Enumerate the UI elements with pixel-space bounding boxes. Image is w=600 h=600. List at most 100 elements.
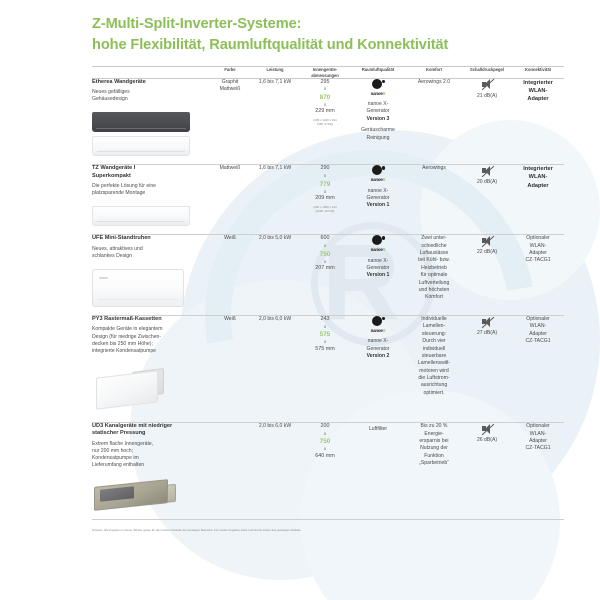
cell-leistung: 2,0 bis 5,0 kW — [250, 234, 300, 317]
column-header-schalldruckpegel: Schalldruckpegel — [462, 66, 512, 79]
column-header-abmessungen: Innengeräte- abmessungen — [300, 66, 350, 79]
page-title-line-1: Z-Multi-Split-Inverter-Systeme: — [92, 16, 302, 32]
column-header-leistung: Leistung — [250, 66, 300, 79]
dimensions: 200 x 750 x 640 mm — [300, 423, 350, 460]
connectivity-bold: Integrierter WLAN- Adapter — [523, 79, 553, 102]
dimension-width: 870 — [319, 93, 331, 101]
raumluftqualitaet-text: nanoe X- Generator Version 3 — [366, 101, 390, 122]
cell-komfort: Bis zu 20 % Energie-ersparnis bei Nutzung … — [406, 422, 462, 520]
table-row: UFE Mini-Standtruhen Neues, attraktives u… — [92, 234, 564, 317]
cell-raumluftqualitaet: nanoeX nanoe X- Generator Version 2 — [350, 315, 406, 424]
product-image-floor-standing-unit — [92, 269, 184, 308]
mute-speaker-icon — [481, 165, 494, 178]
dimension-separator: x — [323, 86, 327, 92]
cell-komfort: Aerowings 2.0 — [406, 78, 462, 166]
sound-pressure-value: 22 dB(A) — [476, 249, 498, 256]
cell-abmessungen: 295 x 870 x 229 mm (295 x 1040 x 344 [358, 271… — [300, 78, 350, 166]
product-description-cell: UD3 Kanalgeräte mit niedriger statischer … — [92, 422, 210, 520]
cell-schalldruckpegel: 20 dB(A) — [462, 164, 512, 236]
raumluftqualitaet-text: nanoe X- Generator Version 1 — [366, 187, 390, 209]
dimensions: 243 x 575 x 575 mm — [300, 316, 350, 353]
column-header-raumluftqualitaet: Raumluftqualität — [350, 66, 406, 79]
product-image-wall-unit-white — [92, 136, 190, 157]
product-name: UD3 Kanalgeräte mit niedriger statischer … — [92, 423, 173, 437]
nanoe-x-logo: nanoeX — [370, 316, 387, 334]
cell-komfort: Aerowings — [406, 164, 462, 236]
content: Z-Multi-Split-Inverter-Systeme: hohe Fle… — [0, 14, 600, 532]
connectivity-text: Optionaler WLAN- Adapter CZ-TACG1 — [525, 316, 551, 345]
dimension-depth: 295 — [320, 78, 330, 85]
table-row: PY3 Rastermaß-Kassetten Kompakte Geräte i… — [92, 315, 564, 424]
dimension-depth: 290 — [320, 165, 330, 172]
table-body: Etherea Wandgeräte Neues gefälliges Gehäus… — [92, 78, 564, 520]
table-header: Farbe Leistung Innengeräte- abmessungen … — [92, 66, 564, 79]
cell-leistung: 2,0 bis 6,0 kW — [250, 422, 300, 520]
footnote: Hinweis: Alle Angaben in dieser Tabelle … — [92, 527, 302, 532]
dimensions: 295 x 870 x 229 mm — [300, 79, 350, 116]
product-name: PY3 Rastermaß-Kassetten — [92, 316, 162, 323]
page-title-line-2: hohe Flexibilität, Raumluftqualität und … — [92, 36, 449, 53]
raumluftqualitaet-text: nanoe X- Generator Version 1 — [366, 257, 390, 279]
sound-pressure-value: 27 dB(A) — [476, 330, 498, 337]
table-row: UD3 Kanalgeräte mit niedriger statischer … — [92, 422, 564, 520]
sound-pressure-value: 21 dB(A) — [476, 92, 498, 99]
dimension-height: 575 mm — [315, 345, 335, 352]
cell-farbe: Mattweiß — [210, 164, 250, 236]
sound-pressure-value: 20 dB(A) — [476, 179, 498, 186]
column-header-konnektivitaet: Konnektivität — [512, 66, 564, 79]
nanoe-x-logo: nanoeX — [370, 165, 387, 183]
product-image-wall-unit-white — [92, 206, 190, 227]
column-header-komfort: Komfort — [406, 66, 462, 79]
dimension-note: (295 x 1040 x 344 [358, 2719]) — [313, 118, 337, 126]
product-name: Etherea Wandgeräte — [92, 78, 146, 85]
cell-konnektivitaet: Optionaler WLAN- Adapter CZ-TACG1 — [512, 315, 564, 424]
nanoe-x-logo: nanoeX — [370, 235, 387, 253]
cell-komfort: Individuelle Lamellen-steuerung: Durch vie… — [406, 315, 462, 424]
mute-speaker-icon — [481, 235, 494, 248]
cell-schalldruckpegel: 26 dB(A) — [462, 422, 512, 520]
product-description-cell: TZ Wandgeräte I Superkompakt Die perfekte … — [92, 164, 210, 236]
dimensions: 600 x 750 x 207 mm — [300, 235, 350, 272]
product-subtitle: Neues, attraktives und schlankes Design — [92, 245, 143, 259]
specifications-table: Farbe Leistung Innengeräte- abmessungen … — [92, 66, 564, 520]
product-image-cassette-unit — [92, 364, 180, 414]
cell-konnektivitaet: Integrierter WLAN- Adapter — [512, 164, 564, 236]
dimension-depth: 600 — [320, 235, 330, 242]
cell-farbe: Weiß — [210, 315, 250, 424]
mute-speaker-icon — [481, 78, 494, 91]
dimension-depth: 243 — [320, 316, 330, 323]
cell-abmessungen: 290 x 779 x 209 mm (290 x 1060 x 344 [1248, 12… — [300, 164, 350, 236]
product-name: UFE Mini-Standtruhen — [92, 235, 151, 242]
cell-abmessungen: 200 x 750 x 640 mm — [300, 422, 350, 520]
product-image — [92, 269, 210, 308]
dimension-width: 750 — [319, 438, 331, 446]
product-image — [92, 206, 210, 227]
column-header-abmessungen-line2: abmessungen — [311, 72, 339, 78]
dimension-width: 779 — [319, 180, 331, 188]
raumluftqualitaet-extra: Geräuscharme Reinigung — [361, 127, 395, 141]
mute-speaker-icon — [481, 423, 494, 435]
product-description-cell: PY3 Rastermaß-Kassetten Kompakte Geräte i… — [92, 315, 210, 424]
product-image — [92, 478, 210, 511]
dimension-height: 209 mm — [315, 195, 335, 202]
cell-raumluftqualitaet: Luftfilter — [350, 422, 406, 520]
cell-schalldruckpegel: 21 dB(A) — [462, 78, 512, 166]
dimension-separator: x — [323, 101, 327, 107]
dimension-height: 640 mm — [315, 452, 335, 459]
column-header-description — [92, 66, 210, 79]
raumluftqualitaet-text: nanoe X- Generator Version 2 — [366, 338, 390, 360]
cell-abmessungen: 600 x 750 x 207 mm — [300, 234, 350, 317]
dimension-height: 229 mm — [315, 108, 335, 115]
dimension-note: (290 x 1060 x 344 [1248, 12713]) — [313, 204, 337, 213]
cell-konnektivitaet: Optionaler WLAN- Adapter CZ-TACG1 — [512, 422, 564, 520]
cell-leistung: 1,6 bis 7,1 kW — [250, 78, 300, 166]
column-header-abmessungen-line1: Innengeräte- — [312, 67, 338, 73]
connectivity-bold: Integrierter WLAN- Adapter — [523, 166, 553, 189]
raumluftqualitaet-text: Luftfilter — [368, 426, 388, 433]
product-subtitle: Extrem flache Innengeräte, nur 200 mm hoc… — [92, 440, 154, 469]
column-header-farbe: Farbe — [210, 66, 250, 79]
product-description-cell: UFE Mini-Standtruhen Neues, attraktives u… — [92, 234, 210, 317]
table-row: TZ Wandgeräte I Superkompakt Die perfekte … — [92, 164, 564, 236]
table-header-row: Farbe Leistung Innengeräte- abmessungen … — [92, 66, 564, 79]
